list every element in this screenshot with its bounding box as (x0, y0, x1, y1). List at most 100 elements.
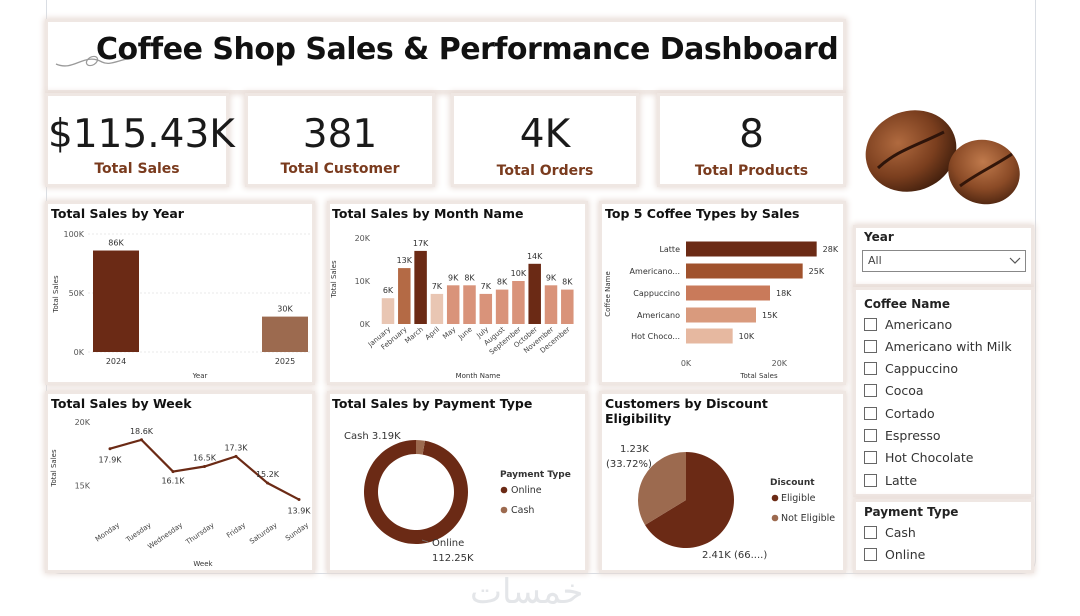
kpi-card-total-customer (248, 96, 432, 184)
bar (463, 285, 476, 324)
data-label: 10K (739, 332, 755, 341)
data-label: 15K (762, 311, 778, 320)
slicer-card-payment-type (856, 502, 1031, 570)
data-label: 112.25K (432, 553, 474, 564)
x-tick-label: 2024 (106, 357, 126, 366)
watermark-logo: خمسات (470, 572, 584, 612)
bar (686, 328, 733, 344)
kpi-total-customer-label: Total Customer (280, 161, 400, 177)
data-label: Cash 3.19K (344, 431, 401, 442)
coffee-option-americano[interactable]: Americano (864, 317, 952, 332)
slicer-coffee-name-label: Coffee Name (864, 297, 951, 311)
kpi-card-total-sales (48, 96, 226, 184)
y-tick-label: 10K (355, 277, 371, 286)
pie-slice (416, 440, 425, 455)
data-label: 13.9K (287, 507, 311, 516)
x-axis-label: Total Sales (739, 372, 778, 380)
year-dropdown-value: All (868, 254, 882, 267)
data-label: 1.23K (620, 444, 649, 455)
bar (544, 285, 558, 324)
bar (686, 285, 770, 301)
y-tick-label: 20K (355, 234, 371, 243)
bar (479, 293, 493, 324)
x-tick-label: March (403, 325, 424, 345)
data-label: 8K (497, 278, 508, 287)
y-tick-label: 15K (75, 482, 91, 491)
y-axis-label: Total Sales (330, 260, 338, 299)
coffee-option-cappuccino[interactable]: Cappuccino (864, 361, 958, 376)
data-label: 8K (464, 273, 475, 282)
x-tick-label: 2025 (275, 357, 295, 366)
year-dropdown[interactable]: All (862, 250, 1026, 272)
checkbox[interactable] (864, 340, 877, 353)
data-label: 7K (481, 282, 492, 291)
bar (495, 289, 509, 324)
chart-title-sales-by-year: Total Sales by Year (51, 206, 184, 221)
data-point (171, 470, 175, 474)
x-tick-label: Friday (225, 521, 247, 540)
x-tick-label: 20K (772, 359, 788, 368)
coffee-option-cocoa[interactable]: Cocoa (864, 383, 924, 398)
checkbox[interactable] (864, 526, 877, 539)
leader-line (421, 539, 429, 543)
checkbox[interactable] (864, 407, 877, 420)
checkbox[interactable] (864, 429, 877, 442)
legend-title: Payment Type (500, 470, 571, 480)
bar (528, 263, 541, 324)
data-point (297, 498, 301, 502)
data-label: 16.5K (193, 454, 217, 463)
chart-title-top5-coffee: Top 5 Coffee Types by Sales (605, 206, 800, 221)
chevron-down-icon (1009, 257, 1021, 264)
checkbox[interactable] (864, 474, 877, 487)
legend-marker (771, 514, 779, 522)
checkbox[interactable] (864, 451, 877, 464)
legend-label: Online (511, 485, 542, 496)
y-tick-label: 100K (63, 230, 84, 239)
x-tick-label: Thursday (184, 521, 216, 547)
coffee-option-americano-with-milk[interactable]: Americano with Milk (864, 339, 1012, 354)
data-label: 17K (413, 239, 429, 248)
coffee-beans-image (865, 110, 1020, 205)
chart-sales-by-year: 0K 50K 100K Total Sales Year 86K 2024 30K 2025 (52, 230, 310, 380)
data-label: 16.1K (161, 477, 185, 486)
data-label: 10K (511, 269, 527, 278)
data-label: 9K (448, 273, 459, 282)
kpi-card-total-orders (454, 96, 636, 184)
data-label: 30K (277, 305, 293, 314)
payment-option-online[interactable]: Online (864, 547, 925, 562)
coffee-option-espresso[interactable]: Espresso (864, 428, 941, 443)
x-tick-label: 0K (681, 359, 692, 368)
kpi-card-total-products (660, 96, 843, 184)
x-axis-label: Month Name (456, 372, 501, 380)
data-label: 17.9K (98, 456, 122, 465)
payment-option-cash[interactable]: Cash (864, 525, 916, 540)
bar (262, 316, 308, 352)
x-tick-label: April (424, 325, 441, 341)
y-tick-label: Latte (659, 245, 680, 254)
x-tick-label: June (456, 325, 474, 342)
chart-title-sales-by-week: Total Sales by Week (51, 396, 192, 411)
slicer-year-label: Year (864, 230, 894, 244)
y-tick-label: 50K (69, 289, 85, 298)
coffee-option-hot-chocolate[interactable]: Hot Chocolate (864, 450, 973, 465)
bar (686, 263, 803, 279)
coffee-option-latte[interactable]: Latte (864, 473, 917, 488)
chart-title-payment-type: Total Sales by Payment Type (332, 396, 533, 411)
data-label: 18.6K (130, 427, 154, 436)
data-label: (33.72%) (606, 459, 652, 470)
coffee-option-cortado[interactable]: Cortado (864, 406, 935, 421)
x-tick-label: Wednesday (146, 521, 184, 551)
checkbox[interactable] (864, 318, 877, 331)
checkbox[interactable] (864, 548, 877, 561)
checkbox[interactable] (864, 362, 877, 375)
data-point (266, 481, 269, 485)
x-axis-label: Week (193, 560, 213, 568)
bar (430, 293, 444, 324)
checkbox[interactable] (864, 384, 877, 397)
data-label: 28K (823, 245, 839, 254)
y-tick-label: Cappuccino (633, 289, 680, 298)
bar (414, 250, 427, 324)
chart-sales-by-week: 20K 15K Total Sales Week 17.9K Monday 18.6K Tue… (50, 418, 311, 568)
y-tick-label: Americano (637, 311, 680, 320)
